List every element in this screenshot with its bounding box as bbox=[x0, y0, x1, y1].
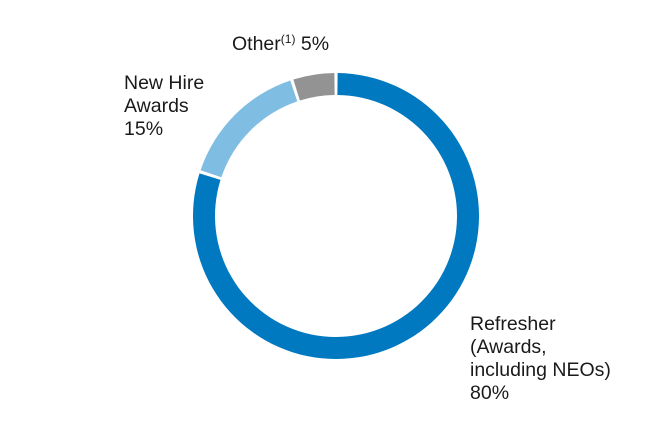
label-line: including NEOs) bbox=[470, 359, 611, 381]
label-text: Other bbox=[232, 33, 281, 55]
value-text: 15% bbox=[124, 118, 164, 140]
slice-label-refresher: Refresher (Awards, including NEOs) 80% bbox=[470, 313, 611, 405]
value-text: 5% bbox=[300, 33, 330, 55]
slice-label-other: Other(1) 5% bbox=[232, 33, 329, 56]
label-line: New Hire bbox=[124, 72, 205, 94]
label-line: Awards bbox=[124, 95, 189, 117]
value-text: 80% bbox=[470, 382, 510, 404]
label-line: (Awards, bbox=[470, 336, 547, 358]
slice-label-new-hire: New Hire Awards 15% bbox=[124, 72, 204, 141]
slice-other bbox=[293, 73, 335, 101]
label-line: Refresher bbox=[470, 313, 556, 335]
slice-new-hire bbox=[200, 80, 298, 178]
footnote-marker: (1) bbox=[280, 32, 296, 46]
